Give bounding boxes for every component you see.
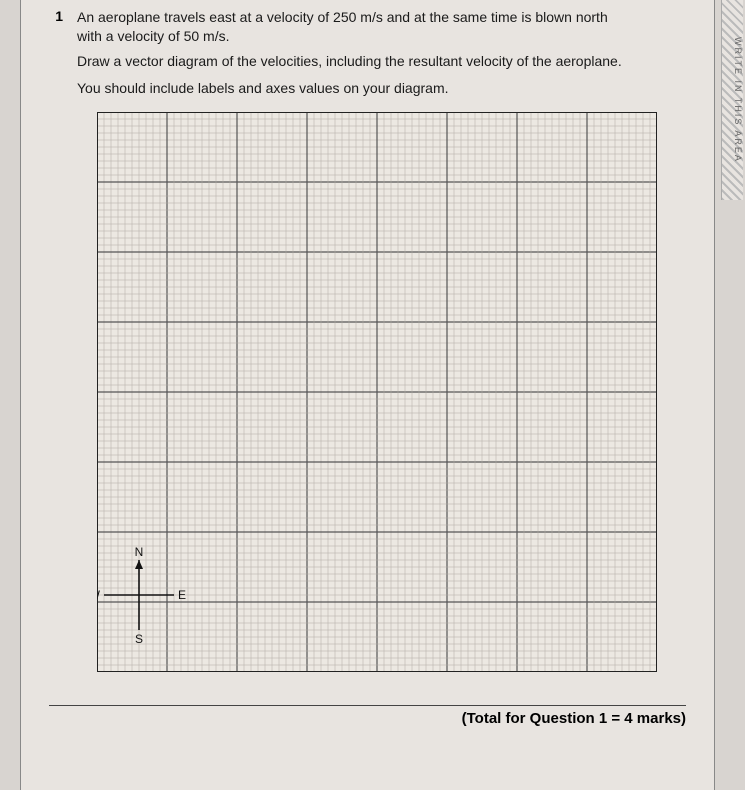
svg-text:S: S bbox=[135, 632, 143, 646]
question-instruction-2: You should include labels and axes value… bbox=[77, 79, 686, 98]
graph-paper: NSEW bbox=[97, 112, 657, 672]
question-text: An aeroplane travels east at a velocity … bbox=[77, 8, 608, 46]
question-number: 1 bbox=[49, 8, 63, 46]
question-row: 1 An aeroplane travels east at a velocit… bbox=[49, 8, 686, 46]
total-marks-text: (Total for Question 1 = 4 marks) bbox=[462, 710, 686, 727]
svg-text:E: E bbox=[178, 588, 186, 602]
margin-strip: WRITE IN THIS AREA bbox=[721, 0, 743, 200]
exam-page: 1 An aeroplane travels east at a velocit… bbox=[20, 0, 715, 790]
svg-text:N: N bbox=[135, 545, 144, 559]
graph-container: NSEW bbox=[97, 112, 686, 677]
total-marks-line: (Total for Question 1 = 4 marks) bbox=[49, 705, 686, 727]
question-instruction-1: Draw a vector diagram of the velocities,… bbox=[77, 52, 686, 71]
q-line-2: with a velocity of 50 m/s. bbox=[77, 28, 230, 44]
q-line-1: An aeroplane travels east at a velocity … bbox=[77, 9, 608, 25]
